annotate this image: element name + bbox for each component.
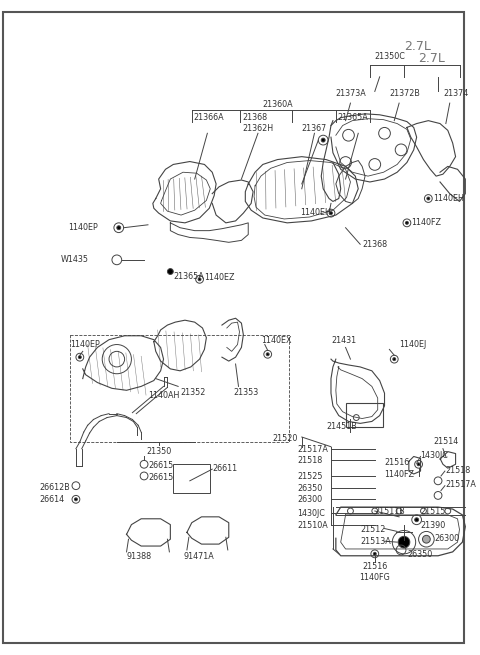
- Text: 21360A: 21360A: [262, 100, 293, 109]
- Text: 21525: 21525: [297, 472, 323, 481]
- Text: 21374: 21374: [443, 90, 468, 98]
- Text: 26614: 26614: [39, 495, 64, 504]
- Text: 21367: 21367: [302, 124, 327, 132]
- Text: 21353: 21353: [234, 388, 259, 398]
- Circle shape: [415, 518, 419, 521]
- Text: 1430JC: 1430JC: [297, 509, 325, 518]
- Text: 26612B: 26612B: [39, 483, 70, 492]
- Circle shape: [321, 138, 325, 142]
- Circle shape: [398, 536, 410, 548]
- Text: 1140EH: 1140EH: [300, 208, 331, 217]
- Circle shape: [198, 278, 201, 281]
- Circle shape: [78, 356, 81, 359]
- Text: 21362H: 21362H: [242, 124, 274, 132]
- Text: 21515: 21515: [420, 507, 446, 516]
- Text: 26611: 26611: [212, 464, 237, 474]
- Text: 21516: 21516: [384, 458, 410, 468]
- Text: 1140EX: 1140EX: [261, 336, 291, 345]
- Text: 21517A: 21517A: [297, 445, 328, 454]
- Circle shape: [427, 197, 430, 200]
- Text: 21366A: 21366A: [194, 113, 224, 122]
- Text: 26300: 26300: [434, 534, 459, 544]
- Text: 1140FZ: 1140FZ: [384, 470, 415, 479]
- Text: 21373A: 21373A: [336, 90, 367, 98]
- Text: 26615: 26615: [148, 461, 173, 470]
- Bar: [346, 403, 383, 427]
- Text: 21520: 21520: [273, 434, 298, 443]
- Circle shape: [373, 552, 376, 555]
- Text: 21518: 21518: [297, 457, 322, 466]
- Text: 1140EH: 1140EH: [433, 194, 464, 202]
- Circle shape: [117, 226, 120, 230]
- Circle shape: [393, 358, 396, 361]
- Text: 21510A: 21510A: [297, 521, 328, 530]
- Text: 21350: 21350: [146, 447, 171, 456]
- Circle shape: [168, 269, 173, 274]
- Text: 21368: 21368: [362, 240, 387, 250]
- Text: 91388: 91388: [127, 552, 152, 561]
- Text: 21350C: 21350C: [374, 52, 405, 62]
- Text: 21368: 21368: [242, 113, 267, 122]
- Text: 21514: 21514: [433, 437, 458, 446]
- Bar: [70, 335, 289, 442]
- Text: 26350: 26350: [297, 484, 322, 493]
- Text: 21390: 21390: [420, 521, 446, 530]
- Text: 1140FZ: 1140FZ: [411, 218, 441, 227]
- Text: 1140EP: 1140EP: [68, 223, 98, 232]
- Text: 21431: 21431: [331, 336, 356, 345]
- Text: 21513A: 21513A: [360, 537, 391, 546]
- Text: 91471A: 91471A: [183, 552, 214, 561]
- Circle shape: [266, 353, 269, 356]
- Text: 26615: 26615: [148, 473, 173, 482]
- Text: 21451B: 21451B: [326, 422, 357, 432]
- Text: 1140EJ: 1140EJ: [399, 340, 426, 348]
- Circle shape: [74, 498, 77, 501]
- Circle shape: [417, 463, 420, 466]
- Text: 21516: 21516: [362, 561, 387, 571]
- Text: 26350: 26350: [407, 550, 432, 559]
- Text: 1140EP: 1140EP: [70, 340, 100, 348]
- Text: 26300: 26300: [297, 495, 322, 504]
- Text: W1435: W1435: [60, 255, 88, 264]
- Bar: [173, 464, 210, 493]
- Text: 1140FG: 1140FG: [360, 573, 390, 582]
- Text: 21517A: 21517A: [446, 480, 477, 489]
- Text: 1140EZ: 1140EZ: [204, 274, 235, 282]
- Circle shape: [406, 221, 408, 224]
- Text: 21365A: 21365A: [173, 272, 204, 280]
- Text: 21352: 21352: [180, 388, 205, 398]
- Text: 21511B: 21511B: [375, 507, 406, 516]
- Text: 2.7L: 2.7L: [419, 52, 445, 66]
- Text: 21372B: 21372B: [389, 90, 420, 98]
- Circle shape: [329, 212, 333, 215]
- Text: 21512: 21512: [360, 525, 385, 534]
- Text: 21518: 21518: [446, 466, 471, 476]
- Circle shape: [422, 535, 430, 543]
- Text: 1430JC: 1430JC: [420, 451, 448, 460]
- Text: 2.7L: 2.7L: [404, 40, 431, 53]
- Text: 21365A: 21365A: [338, 113, 369, 122]
- Text: 1140AH: 1140AH: [148, 391, 180, 400]
